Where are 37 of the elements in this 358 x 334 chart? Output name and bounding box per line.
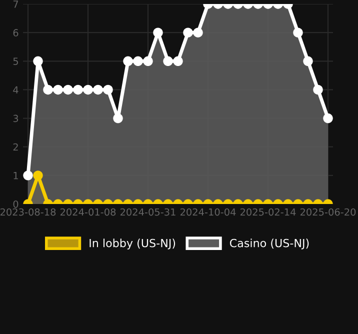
y-tick-label: 4 — [13, 86, 18, 94]
x-tick-label: 2025-02-14 — [240, 208, 296, 216]
y-tick-label: 3 — [13, 114, 18, 122]
point — [133, 56, 143, 66]
point — [193, 28, 203, 38]
x-tick-label: 2024-05-31 — [120, 208, 176, 216]
x-tick-label: 2025-06-20 — [300, 208, 356, 216]
point — [103, 84, 113, 95]
point — [163, 56, 173, 66]
x-tick-label: 2024-10-04 — [180, 208, 236, 216]
legend-label: Casino (US-NJ) — [230, 238, 309, 250]
point — [323, 113, 333, 124]
point — [63, 84, 73, 95]
x-tick-label: 2023-08-18 — [0, 208, 56, 216]
point — [183, 28, 193, 38]
point — [53, 84, 63, 95]
y-tick-label: 2 — [13, 143, 18, 151]
y-tick-label: 5 — [13, 58, 18, 65]
point — [83, 84, 93, 95]
point — [303, 56, 313, 66]
point — [153, 28, 163, 38]
y-tick-label: 7 — [13, 0, 18, 8]
point — [313, 84, 323, 95]
y-tick-label: 1 — [14, 172, 18, 180]
point — [93, 84, 103, 95]
point — [123, 56, 133, 66]
point — [113, 113, 123, 124]
point — [33, 56, 43, 66]
x-tick-label: 2024-01-08 — [60, 208, 116, 216]
point — [73, 84, 83, 95]
y-tick-label: 6 — [13, 29, 18, 36]
y-tick-label: 0 — [13, 200, 18, 208]
legend-label: In lobby (US-NJ) — [90, 238, 176, 250]
point — [143, 56, 153, 66]
point — [293, 28, 303, 38]
point — [173, 56, 183, 66]
point — [43, 84, 53, 95]
